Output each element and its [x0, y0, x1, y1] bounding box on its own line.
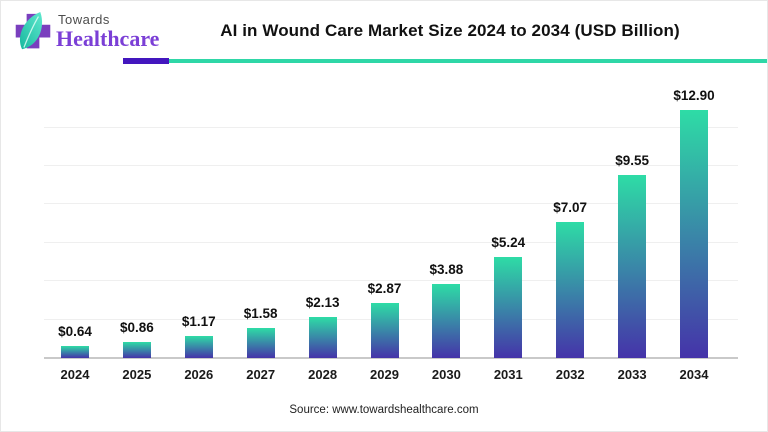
- x-axis-label: 2027: [246, 367, 276, 382]
- x-axis-label: 2028: [308, 367, 338, 382]
- x-axis-label: 2034: [679, 367, 709, 382]
- bar-2028: [308, 317, 337, 358]
- bar-2025: [122, 341, 151, 358]
- header-divider: [1, 58, 767, 64]
- bar-value-label: $1.17: [181, 313, 216, 329]
- healthcare-cross-leaf-icon: [15, 12, 51, 50]
- x-axis-label: 2033: [617, 367, 647, 382]
- plot-area: $0.64 2024 $0.86 2025 $1.17 2026 $1.58 2027 $2.1…: [44, 88, 738, 382]
- x-axis-label: 2029: [370, 367, 399, 382]
- bar-2033: [618, 174, 647, 358]
- gridline: [44, 280, 738, 282]
- bar-value-label: $0.64: [58, 323, 92, 339]
- gridline: [44, 126, 738, 128]
- bar-2032: [556, 222, 585, 358]
- source-caption: Source: www.towardshealthcare.com: [289, 404, 479, 416]
- brand-healthcare-text: Healthcare: [56, 26, 160, 51]
- brand-wordmark: Towards Healthcare: [56, 12, 160, 51]
- brand-logo: Towards Healthcare: [13, 11, 159, 53]
- x-axis-label: 2024: [60, 367, 90, 382]
- bar-2030: [432, 283, 461, 358]
- bar-value-label: $5.24: [491, 235, 526, 251]
- bar-2034: [680, 110, 708, 358]
- x-axis-label: 2032: [555, 367, 585, 382]
- bar-2024: [61, 345, 89, 358]
- x-axis-line: [44, 357, 738, 359]
- bar-2031: [494, 257, 523, 358]
- x-axis-label: 2030: [431, 367, 461, 382]
- brand-towards-text: Towards: [58, 12, 110, 27]
- bar-2029: [370, 302, 399, 358]
- divider-purple-segment: [123, 58, 169, 64]
- divider-teal-segment: [169, 59, 767, 63]
- bar-value-label: $3.88: [429, 261, 464, 277]
- bar-2026: [184, 335, 213, 358]
- x-axis-label: 2026: [184, 367, 214, 382]
- bar-value-label: $2.13: [305, 295, 340, 311]
- bar-2027: [246, 327, 275, 358]
- x-axis-label: 2025: [122, 367, 152, 382]
- bar-value-label: $9.55: [615, 152, 649, 168]
- bar-value-label: $1.58: [243, 305, 278, 321]
- bar-value-label: $0.86: [119, 319, 154, 335]
- gridline: [44, 203, 738, 205]
- gridline: [44, 165, 738, 166]
- bar-value-label: $2.87: [367, 280, 402, 296]
- x-axis-label: 2031: [493, 367, 523, 382]
- gridline: [44, 241, 738, 243]
- chart-title: AI in Wound Care Market Size 2024 to 203…: [220, 21, 680, 40]
- bar-value-label: $7.07: [553, 200, 588, 216]
- bar-value-label: $12.90: [673, 88, 715, 104]
